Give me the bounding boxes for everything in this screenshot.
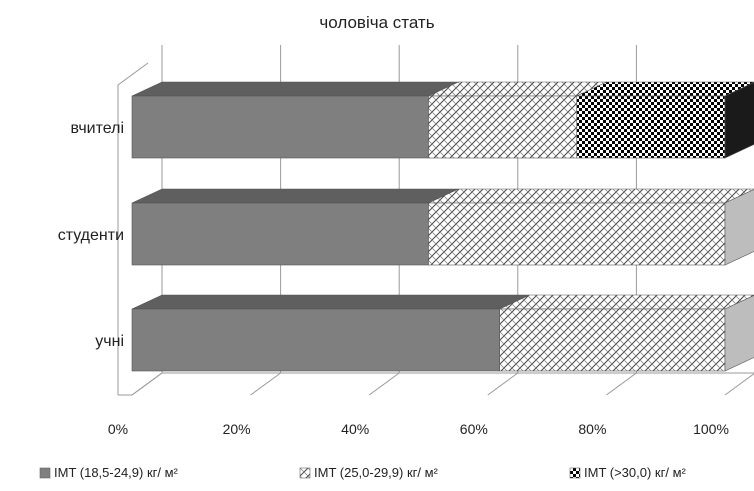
bars [131, 81, 754, 372]
x-tick-labels: 0% 20% 40% 60% 80% 100% [108, 421, 729, 437]
x-tick-label: 60% [460, 421, 488, 437]
x-tick-label: 80% [578, 421, 606, 437]
x-tick-label: 40% [341, 421, 369, 437]
legend-swatch [299, 467, 311, 479]
bar-segment [576, 81, 754, 159]
bar-segment [131, 294, 530, 372]
legend-item: IMT (>30,0) кг/ м² [569, 465, 687, 480]
legend-swatch [39, 467, 51, 479]
bar-segment [499, 294, 754, 372]
bar-segment [428, 188, 754, 266]
gridline [724, 373, 754, 396]
chart-title: чоловіча стать [319, 13, 434, 32]
legend-item: IMT (25,0-29,9) кг/ м² [299, 465, 439, 480]
legend: IMT (18,5-24,9) кг/ м² IMT (25,0-29,9) кг… [39, 465, 687, 480]
x-tick-label: 100% [693, 421, 729, 437]
category-label: учні [95, 333, 124, 350]
legend-label: IMT (>30,0) кг/ м² [584, 465, 687, 480]
legend-label: IMT (25,0-29,9) кг/ м² [314, 465, 439, 480]
legend-swatch [569, 467, 581, 479]
bar-segment [131, 81, 459, 159]
bar-segment [131, 188, 459, 266]
x-tick-label: 20% [223, 421, 251, 437]
legend-label: IMT (18,5-24,9) кг/ м² [54, 465, 179, 480]
legend-item: IMT (18,5-24,9) кг/ м² [39, 465, 179, 480]
category-label: вчителі [71, 120, 124, 137]
category-label: студенти [58, 227, 124, 244]
category-labels: вчителі студенти учні [58, 120, 124, 350]
x-tick-label: 0% [108, 421, 128, 437]
bar-segment [428, 81, 607, 159]
